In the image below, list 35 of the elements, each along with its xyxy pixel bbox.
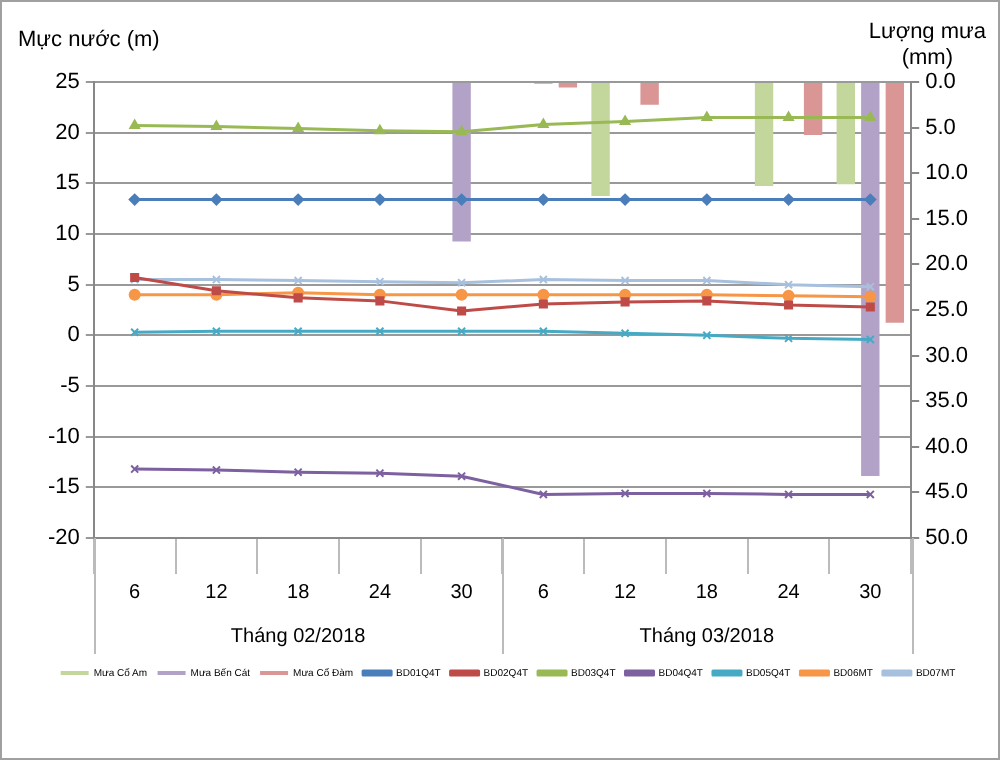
y2-tick-label: 50.0	[925, 526, 969, 551]
x-tick-label: 18	[287, 581, 311, 604]
y2-tick-label: 30.0	[925, 343, 969, 368]
y2-axis-title: Lượng mưa (mm)	[868, 20, 988, 70]
x-tick-label: 24	[368, 581, 392, 604]
y2-tick-label: 40.0	[925, 434, 969, 459]
text: Tháng 02/2018	[230, 626, 367, 648]
y2-tick-label: 15.0	[925, 206, 969, 231]
y-tick-label: 25	[55, 70, 80, 95]
y2-tick-label: 45.0	[925, 480, 969, 505]
y2-tick-label: 20.0	[925, 252, 969, 277]
y2-tick-label: 5.0	[925, 115, 956, 140]
y-tick-label: -20	[47, 526, 80, 551]
x-tick-label: 12	[205, 581, 229, 604]
x-tick-label: 24	[777, 581, 801, 604]
x-tick-label: 30	[450, 581, 474, 604]
y2-tick-label: 10.0	[925, 161, 969, 186]
y-tick-label: -15	[47, 475, 80, 500]
y2-tick-label: 25.0	[925, 298, 969, 323]
y-axis-title: Mực nước (m)	[18, 28, 160, 52]
x-tick-label: 6	[537, 581, 550, 604]
y2-tick-label: 35.0	[925, 389, 969, 414]
x-tick-label: 18	[695, 581, 719, 604]
y-tick-label: 5	[67, 272, 80, 297]
y-tick-label: 20	[55, 120, 80, 145]
text: Tháng 03/2018	[639, 626, 775, 648]
y-tick-label: -5	[60, 374, 80, 399]
x-tick-label: 30	[859, 581, 883, 604]
y2-tick-label: 0.0	[925, 70, 956, 95]
y-tick-label: -10	[47, 424, 80, 449]
y-tick-label: 10	[55, 222, 80, 247]
y-tick-label: 15	[55, 171, 80, 196]
y-tick-label: 0	[67, 323, 80, 348]
x-tick-label: 12	[613, 581, 638, 604]
x-tick-label: 6	[129, 581, 142, 604]
